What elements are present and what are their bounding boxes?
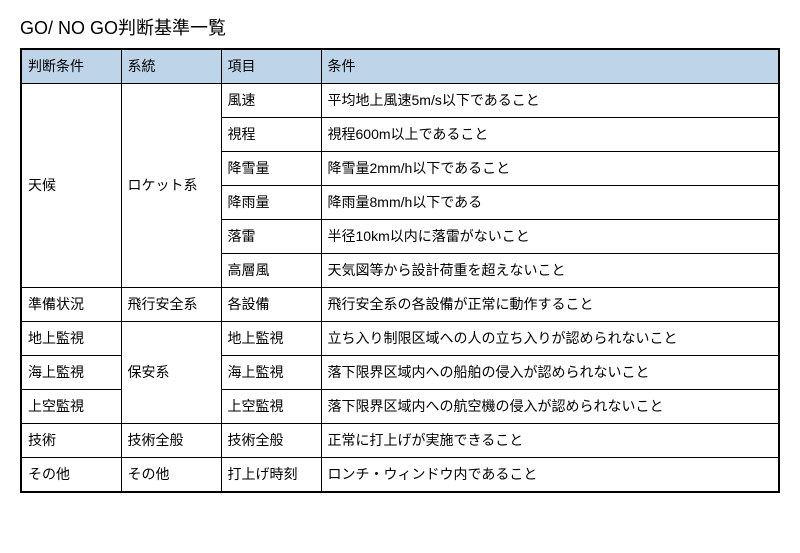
cell-detail: 落下限界区域内への船舶の侵入が認められないこと — [321, 356, 779, 390]
cell-item: 降雪量 — [221, 152, 321, 186]
table-row: 天候 ロケット系 風速 平均地上風速5m/s以下であること — [21, 84, 779, 118]
cell-item: 視程 — [221, 118, 321, 152]
cell-detail: 天気図等から設計荷重を超えないこと — [321, 254, 779, 288]
col-header: 条件 — [321, 49, 779, 84]
cell-system: 保安系 — [121, 322, 221, 424]
table-row: 地上監視 保安系 地上監視 立ち入り制限区域への人の立ち入りが認められないこと — [21, 322, 779, 356]
cell-system: ロケット系 — [121, 84, 221, 288]
cell-detail: 飛行安全系の各設備が正常に動作すること — [321, 288, 779, 322]
table-row: その他 その他 打上げ時刻 ロンチ・ウィンドウ内であること — [21, 458, 779, 493]
cell-system: その他 — [121, 458, 221, 493]
page-title: GO/ NO GO判断基準一覧 — [20, 14, 780, 40]
cell-item: 落雷 — [221, 220, 321, 254]
cell-item: 高層風 — [221, 254, 321, 288]
cell-condition: 地上監視 — [21, 322, 121, 356]
col-header: 判断条件 — [21, 49, 121, 84]
col-header: 系統 — [121, 49, 221, 84]
cell-item: 海上監視 — [221, 356, 321, 390]
table-row: 技術 技術全般 技術全般 正常に打上げが実施できること — [21, 424, 779, 458]
cell-detail: 降雨量8mm/h以下である — [321, 186, 779, 220]
cell-detail: 視程600m以上であること — [321, 118, 779, 152]
table-header-row: 判断条件 系統 項目 条件 — [21, 49, 779, 84]
cell-detail: 立ち入り制限区域への人の立ち入りが認められないこと — [321, 322, 779, 356]
cell-detail: 降雪量2mm/h以下であること — [321, 152, 779, 186]
cell-system: 技術全般 — [121, 424, 221, 458]
col-header: 項目 — [221, 49, 321, 84]
cell-condition: 天候 — [21, 84, 121, 288]
cell-detail: 正常に打上げが実施できること — [321, 424, 779, 458]
cell-detail: 半径10km以内に落雷がないこと — [321, 220, 779, 254]
table-row: 準備状況 飛行安全系 各設備 飛行安全系の各設備が正常に動作すること — [21, 288, 779, 322]
cell-item: 風速 — [221, 84, 321, 118]
cell-detail: 平均地上風速5m/s以下であること — [321, 84, 779, 118]
cell-item: 技術全般 — [221, 424, 321, 458]
criteria-table: 判断条件 系統 項目 条件 天候 ロケット系 風速 平均地上風速5m/s以下であ… — [20, 48, 780, 493]
cell-item: 地上監視 — [221, 322, 321, 356]
cell-condition: 技術 — [21, 424, 121, 458]
cell-item: 各設備 — [221, 288, 321, 322]
cell-detail: ロンチ・ウィンドウ内であること — [321, 458, 779, 493]
cell-condition: 海上監視 — [21, 356, 121, 390]
cell-item: 打上げ時刻 — [221, 458, 321, 493]
cell-system: 飛行安全系 — [121, 288, 221, 322]
cell-item: 上空監視 — [221, 390, 321, 424]
cell-condition: その他 — [21, 458, 121, 493]
cell-detail: 落下限界区域内への航空機の侵入が認められないこと — [321, 390, 779, 424]
cell-condition: 準備状況 — [21, 288, 121, 322]
cell-condition: 上空監視 — [21, 390, 121, 424]
cell-item: 降雨量 — [221, 186, 321, 220]
